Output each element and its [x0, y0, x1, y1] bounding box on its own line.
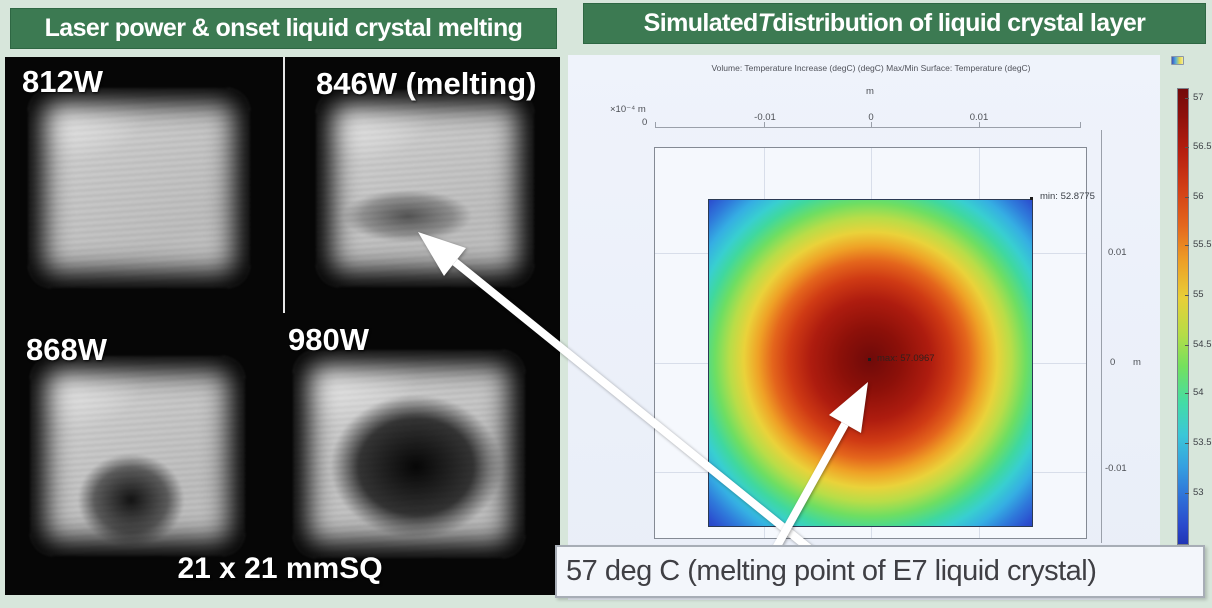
axis-scale-note: ×10⁻⁴ m	[610, 104, 646, 115]
colorbar	[1177, 88, 1189, 545]
right-panel-title-prefix: Simulated	[643, 9, 759, 37]
callout-box: 57 deg C (melting point of E7 liquid cry…	[555, 545, 1205, 598]
right-panel-title-suffix: distribution of liquid crystal layer	[772, 9, 1146, 37]
axis-tick-mark	[871, 122, 872, 127]
scale-caption: 21 x 21 mmSQ	[177, 552, 383, 585]
outer-frame-line	[1101, 130, 1102, 543]
top-axis-tick-neg001: -0.01	[754, 112, 776, 123]
right-axis-tick-neg001: -0.01	[1105, 463, 1127, 474]
min-annotation: min: 52.8775	[1040, 191, 1095, 202]
right-axis-tick-001: 0.01	[1108, 247, 1127, 258]
experiment-image-868w	[30, 356, 245, 556]
max-point-marker	[868, 358, 871, 361]
colorbar-tick-label: 55	[1185, 289, 1212, 301]
colorbar-tick-label: 54	[1185, 387, 1212, 399]
image-label-812w: 812W	[22, 64, 103, 99]
axis-tick-mark	[1080, 122, 1081, 127]
axis-tick-mark	[979, 122, 980, 127]
top-axis-tick-001: 0.01	[969, 112, 989, 123]
colorbar-tick-label: 57	[1185, 92, 1212, 104]
axis-tick-mark	[655, 122, 656, 127]
min-point-marker	[1030, 197, 1033, 200]
colorbar-tick-label: 55.5	[1185, 239, 1212, 251]
experiment-image-846w-melting	[316, 90, 534, 287]
colorbar-tick-label: 54.5	[1185, 339, 1212, 351]
colorbar-legend-icon	[1171, 56, 1184, 65]
plot-title: Volume: Temperature Increase (degC) (deg…	[711, 63, 1031, 73]
experiment-image-980w	[293, 350, 525, 558]
right-axis-unit: m	[1133, 357, 1141, 368]
max-annotation: max: 57.0967	[877, 353, 935, 364]
colorbar-tick-label: 56.5	[1185, 141, 1212, 153]
image-label-846w: 846W (melting)	[316, 66, 537, 101]
right-axis-tick-0: 0	[1110, 357, 1116, 368]
image-label-868w: 868W	[26, 332, 107, 367]
image-label-980w: 980W	[288, 322, 369, 357]
top-axis-line	[655, 127, 1081, 128]
top-axis-unit: m	[866, 86, 874, 97]
right-panel-title-italic-T: T	[757, 9, 773, 37]
experiment-image-812w	[28, 88, 250, 288]
axis-scale-zero: 0	[642, 117, 648, 128]
callout-text: 57 deg C (melting point of E7 liquid cry…	[566, 555, 1097, 587]
top-axis-tick-0: 0	[868, 112, 874, 123]
image-grid-divider	[283, 57, 285, 313]
left-panel-title: Laser power & onset liquid crystal melti…	[10, 8, 557, 49]
axis-tick-mark	[764, 122, 765, 127]
colorbar-tick-label: 53	[1185, 487, 1212, 499]
left-panel-title-text: Laser power & onset liquid crystal melti…	[44, 14, 523, 42]
right-panel-title: Simulated T distribution of liquid cryst…	[583, 3, 1206, 44]
temperature-heatmap	[708, 199, 1033, 527]
colorbar-tick-label: 53.5	[1185, 437, 1212, 449]
colorbar-tick-label: 56	[1185, 191, 1212, 203]
